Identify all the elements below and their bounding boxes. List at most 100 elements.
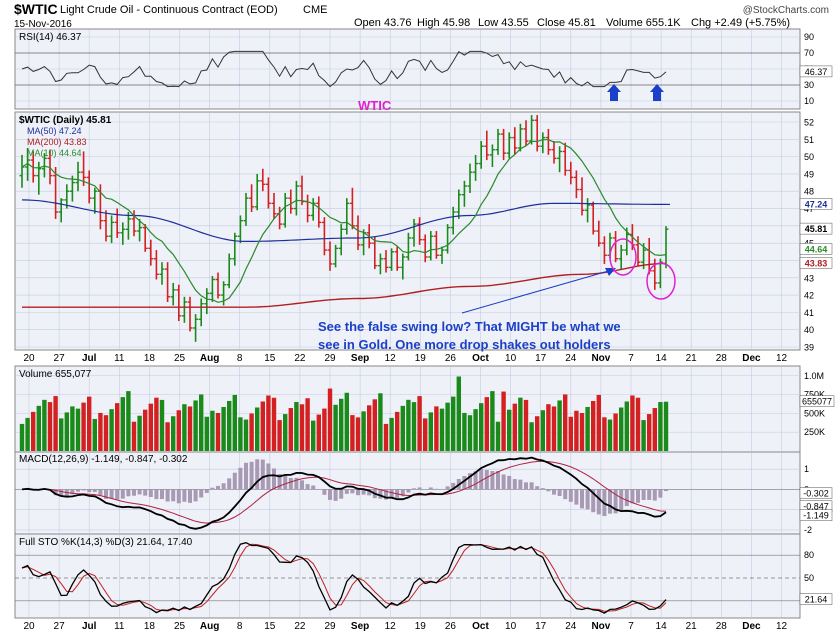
rsi-tick-label: 90 xyxy=(804,32,814,42)
macd-histogram-bar xyxy=(535,486,540,490)
volume-bar xyxy=(176,410,181,451)
macd-histogram-bar xyxy=(445,486,450,490)
rsi-label: RSI(14) 46.37 xyxy=(19,32,82,43)
rsi-plot xyxy=(21,50,667,88)
x-tick-label: 27 xyxy=(54,353,66,364)
macd-histogram-bar xyxy=(468,473,472,490)
gridlines xyxy=(15,30,800,617)
volume-bar xyxy=(255,407,260,451)
macd-histogram-bar xyxy=(552,489,556,495)
volume-bar xyxy=(473,409,478,451)
macd-histogram-bar xyxy=(266,463,271,490)
note-line-1: See the false swing low? That MIGHT be w… xyxy=(318,319,621,334)
price-tick-label: 48 xyxy=(804,187,814,197)
macd-histogram-bar xyxy=(98,489,103,496)
volume-bar xyxy=(551,406,557,451)
macd-histogram-bar xyxy=(568,489,573,502)
volume-bar xyxy=(19,423,25,451)
x-tick-label: 27 xyxy=(54,621,66,632)
x-tick-label: Sep xyxy=(351,621,369,632)
sto-d-line xyxy=(21,543,667,612)
macd-histogram-bar xyxy=(87,489,92,493)
x-tick-label: Aug xyxy=(200,621,219,632)
symbol-title: $WTIC xyxy=(14,1,58,17)
macd-histogram-bar xyxy=(154,489,159,500)
volume-bar xyxy=(299,404,305,451)
macd-histogram-bar xyxy=(608,489,612,514)
x-tick-label: Jul xyxy=(82,621,97,632)
x-tick-label: 26 xyxy=(445,353,457,364)
macd-histogram-bar xyxy=(496,471,500,490)
price-tick-label: 43 xyxy=(804,273,814,283)
volume-bar xyxy=(75,408,81,451)
volume-bar xyxy=(344,392,349,451)
sto-tick-label: 80 xyxy=(804,550,814,560)
rsi-line xyxy=(21,50,667,88)
macd-histogram-bar xyxy=(260,459,265,490)
macd-histogram-bar xyxy=(300,480,304,490)
macd-histogram-bar xyxy=(92,489,97,493)
macd-histogram-bar xyxy=(221,483,226,490)
macd-histogram-bar xyxy=(557,489,562,496)
macd-histogram-bar xyxy=(417,487,422,490)
macd-histogram-bar xyxy=(524,482,528,490)
macd-histogram-bar xyxy=(344,489,349,494)
macd-histogram-bar xyxy=(148,489,153,498)
ohlc-low: Low 43.55 xyxy=(478,17,529,29)
volume-bar xyxy=(42,399,47,451)
macd-plot xyxy=(21,456,668,530)
x-tick-label: 8 xyxy=(237,621,243,632)
macd-histogram-bar xyxy=(434,488,439,490)
volume-bar xyxy=(355,417,361,451)
x-tick-label: Dec xyxy=(742,353,761,364)
x-tick-label: 20 xyxy=(23,621,35,632)
macd-histogram-bar xyxy=(176,489,181,504)
volume-bar xyxy=(271,397,277,451)
volume-bar xyxy=(647,414,652,451)
volume-bar xyxy=(641,420,646,451)
ma200-line xyxy=(22,262,667,308)
volume-bar xyxy=(316,414,321,451)
macd-histogram-bar xyxy=(563,489,568,500)
macd-line xyxy=(21,456,667,530)
watermark: @StockCharts.com xyxy=(743,5,829,16)
volume-bar xyxy=(456,376,461,451)
x-tick-label: 15 xyxy=(264,353,276,364)
ohlc-high: High 45.98 xyxy=(417,17,470,29)
volume-bar xyxy=(215,413,221,451)
volume-bar xyxy=(131,421,137,451)
x-tick-label: Nov xyxy=(591,621,610,632)
macd-histogram-bar xyxy=(76,489,80,492)
macd-histogram-bar xyxy=(636,489,640,503)
macd-histogram-bar xyxy=(283,475,288,490)
volume-bar xyxy=(199,394,204,451)
tag-ma10: 44.64 xyxy=(805,244,828,254)
sto-plot xyxy=(21,542,667,614)
volume-bar xyxy=(187,406,193,451)
vol-tick-label: 1.0M xyxy=(804,371,824,381)
macd-histogram-bar xyxy=(160,489,164,500)
volume-bar xyxy=(596,394,601,451)
macd-histogram-bar xyxy=(378,489,383,499)
volume-bar xyxy=(535,416,540,451)
macd-histogram-bar xyxy=(574,489,579,505)
volume-bar xyxy=(423,418,428,451)
volume-bar xyxy=(81,402,86,451)
volume-bar xyxy=(624,401,629,451)
volume-bar xyxy=(70,406,75,451)
volume-bar xyxy=(439,408,445,451)
volume-bar xyxy=(434,406,439,451)
volume-bar xyxy=(143,409,148,451)
volume-bar xyxy=(568,416,573,451)
volume-bar xyxy=(159,399,165,451)
volume-bar xyxy=(109,409,114,451)
volume-bar xyxy=(579,413,585,451)
ma10-line xyxy=(21,139,667,303)
x-tick-label: 29 xyxy=(324,621,336,632)
volume-bar xyxy=(350,415,355,451)
price-tick-label: 41 xyxy=(804,308,814,318)
macd-histogram-bar xyxy=(70,489,75,495)
volume-bar xyxy=(283,414,288,451)
macd-tag: -0.847 xyxy=(803,502,829,512)
macd-histogram-bar xyxy=(389,489,394,498)
